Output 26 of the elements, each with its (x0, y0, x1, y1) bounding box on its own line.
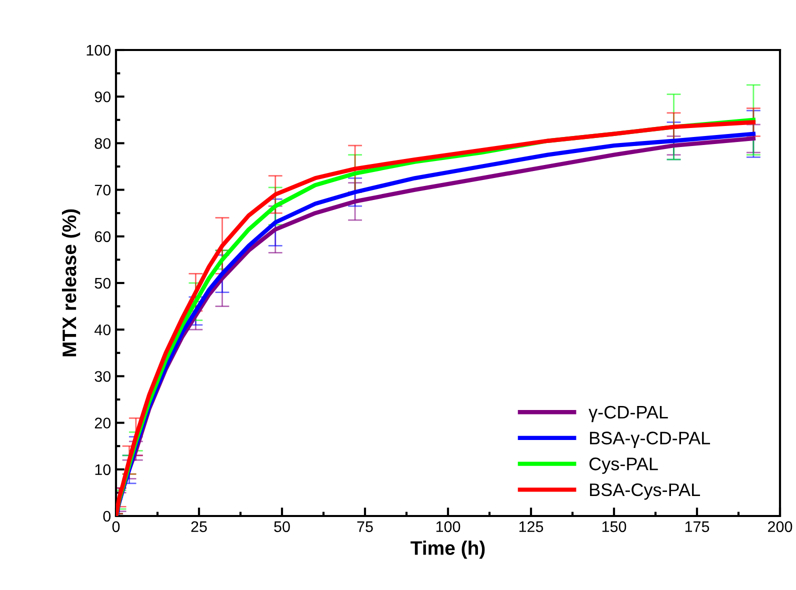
legend-label: BSA-γ-CD-PAL (590, 432, 710, 448)
legend-label: Cys-PAL (589, 458, 658, 474)
x-axis-title: Time (h) (410, 540, 485, 559)
y-tick-label: 100 (86, 44, 111, 56)
y-tick-label: 70 (94, 184, 111, 196)
y-tick-label: 30 (94, 371, 111, 382)
y-tick-label: 60 (94, 231, 111, 242)
y-tick-label: 80 (94, 138, 111, 149)
legend-label: γ-CD-PAL (588, 406, 668, 422)
x-tick-label: 150 (602, 521, 626, 532)
x-tick-label: 50 (274, 521, 290, 532)
y-tick-label: 0 (103, 510, 111, 522)
x-tick-label: 25 (191, 521, 207, 532)
x-tick-label: 0 (112, 521, 120, 532)
y-tick-label: 10 (95, 464, 111, 476)
legend-label: BSA-Cys-PAL (590, 483, 700, 500)
x-tick-label: 200 (768, 521, 792, 532)
y-axis-title: MTX release (%) (62, 209, 80, 356)
y-tick-label: 20 (94, 418, 111, 428)
y-tick-label: 40 (94, 324, 111, 336)
x-tick-label: 125 (519, 521, 544, 532)
x-tick-label: 175 (685, 521, 710, 532)
y-tick-label: 90 (94, 91, 111, 102)
x-tick-label: 100 (436, 521, 460, 532)
y-tick-label: 50 (94, 278, 111, 289)
x-tick-label: 75 (357, 521, 373, 532)
